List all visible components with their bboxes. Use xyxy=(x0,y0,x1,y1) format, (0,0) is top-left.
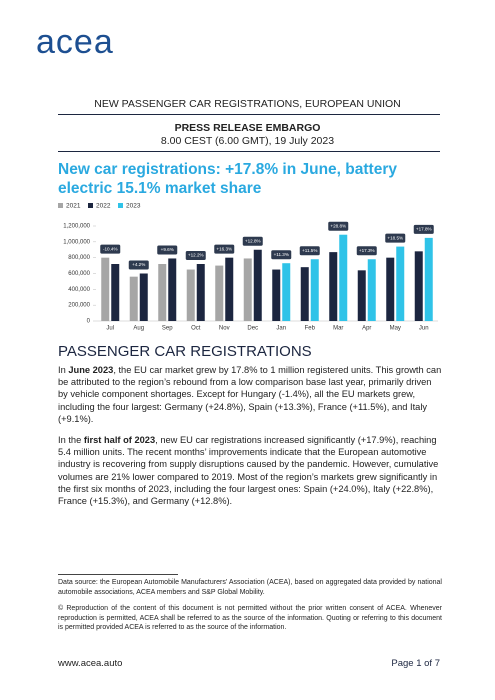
x-tick-label: Feb xyxy=(305,326,316,332)
change-label: +11.3% xyxy=(274,252,289,257)
bar xyxy=(282,263,291,321)
change-label: +4.2% xyxy=(132,262,145,267)
x-tick-label: Jul xyxy=(106,326,114,332)
bar xyxy=(215,265,224,321)
change-label-box xyxy=(299,246,320,256)
section-title: PASSENGER CAR REGISTRATIONS xyxy=(58,343,312,360)
header-title: NEW PASSENGER CAR REGISTRATIONS, EUROPEA… xyxy=(94,98,401,110)
legend-swatch xyxy=(88,203,93,208)
change-label: +9.6% xyxy=(161,247,174,252)
bar xyxy=(243,258,252,321)
change-label: +28.8% xyxy=(330,223,346,228)
x-tick-label: Jun xyxy=(419,326,429,332)
y-tick-label: 0 xyxy=(87,319,91,325)
footnote-rule xyxy=(58,574,178,575)
bar xyxy=(225,257,234,321)
x-tick-label: Jan xyxy=(276,326,286,332)
paragraph: In June 2023, the EU car market grew by … xyxy=(58,364,442,425)
embargo: PRESS RELEASE EMBARGO xyxy=(174,122,321,134)
logo: acea xyxy=(36,23,114,61)
text-run: , the EU car market grew by 17.8% to 1 m… xyxy=(58,365,442,424)
bar xyxy=(396,246,405,321)
bar xyxy=(186,269,195,321)
y-tick-label: 1,000,000 xyxy=(63,239,90,245)
paragraph: In the first half of 2023, new EU car re… xyxy=(58,434,442,507)
legend-swatch xyxy=(58,203,63,208)
footer-url: www.acea.auto xyxy=(58,658,123,669)
bar xyxy=(367,259,376,321)
change-label-box xyxy=(100,244,121,254)
y-tick-label: 1,200,000 xyxy=(63,224,90,230)
change-label-box xyxy=(328,221,349,231)
rule xyxy=(58,151,440,152)
footnotes: Data source: the European Automobile Man… xyxy=(58,578,442,640)
bar xyxy=(158,264,167,321)
change-label: +11.5% xyxy=(302,248,317,253)
legend-swatch xyxy=(118,203,123,208)
change-label-box xyxy=(128,260,149,270)
change-label-box xyxy=(185,251,206,260)
footnote: © Reproduction of the content of this do… xyxy=(58,605,442,632)
legend-label: 2021 xyxy=(66,203,81,210)
bar xyxy=(111,264,120,321)
bar xyxy=(253,249,262,321)
x-tick-label: Oct xyxy=(191,326,201,332)
bar xyxy=(357,270,366,321)
x-tick-label: Mar xyxy=(333,326,343,332)
bar xyxy=(196,264,205,321)
y-tick-label: 200,000 xyxy=(68,303,90,309)
change-label: +17.8% xyxy=(416,227,432,232)
chart: 0 200,000 400,000 600,000 800,000 1,000,000 1,… xyxy=(58,203,438,332)
change-label: +12.8% xyxy=(245,238,261,243)
text-run: first half of 2023 xyxy=(83,435,156,446)
footnote: Data source: the European Automobile Man… xyxy=(58,579,442,596)
change-label-box xyxy=(157,245,178,255)
change-label-box xyxy=(385,233,406,243)
legend-label: 2022 xyxy=(96,203,111,210)
y-tick-label: 600,000 xyxy=(68,271,90,277)
y-tick-label: 800,000 xyxy=(68,255,90,261)
body-text: In June 2023, the EU car market grew by … xyxy=(58,364,442,507)
change-label-box xyxy=(413,224,434,234)
bar xyxy=(386,257,395,321)
embargo-time: 8.00 CEST (6.00 GMT), 19 July 2023 xyxy=(160,135,335,147)
rule xyxy=(58,114,440,115)
bar xyxy=(300,267,309,321)
bar xyxy=(272,269,281,321)
footer-page: Page 1 of 7 xyxy=(391,658,440,669)
x-tick-label: Dec xyxy=(247,326,258,332)
bar xyxy=(168,258,177,321)
legend-label: 2023 xyxy=(126,203,141,210)
bar xyxy=(414,251,423,321)
change-label-box xyxy=(356,246,377,256)
x-tick-label: Aug xyxy=(133,326,144,332)
bar xyxy=(329,252,338,321)
text-run: June 2023 xyxy=(68,365,114,375)
change-label: +16.3% xyxy=(216,246,232,251)
bar xyxy=(339,234,348,321)
bar xyxy=(310,259,319,321)
bar xyxy=(139,273,148,321)
change-label-box xyxy=(242,236,263,246)
change-label: +17.3% xyxy=(359,248,375,253)
change-label: +12.2% xyxy=(188,253,204,258)
bar xyxy=(424,237,433,321)
y-tick-label: 400,000 xyxy=(68,287,90,293)
bar xyxy=(101,257,110,321)
text-run: , new EU car registrations increased sig… xyxy=(58,435,439,507)
change-label-box xyxy=(214,244,235,254)
headline: New car registrations: +17.8% in June, b… xyxy=(58,161,397,197)
x-tick-label: May xyxy=(390,326,401,332)
x-tick-label: Sep xyxy=(162,326,173,332)
x-tick-label: Nov xyxy=(219,326,230,332)
change-label: +18.5% xyxy=(387,235,403,240)
change-label-box xyxy=(271,250,292,260)
change-label: -10.4% xyxy=(103,246,118,251)
bar xyxy=(129,276,138,321)
x-tick-label: Apr xyxy=(362,326,371,332)
text-run: In xyxy=(58,365,69,375)
text-run: In the xyxy=(58,435,84,446)
